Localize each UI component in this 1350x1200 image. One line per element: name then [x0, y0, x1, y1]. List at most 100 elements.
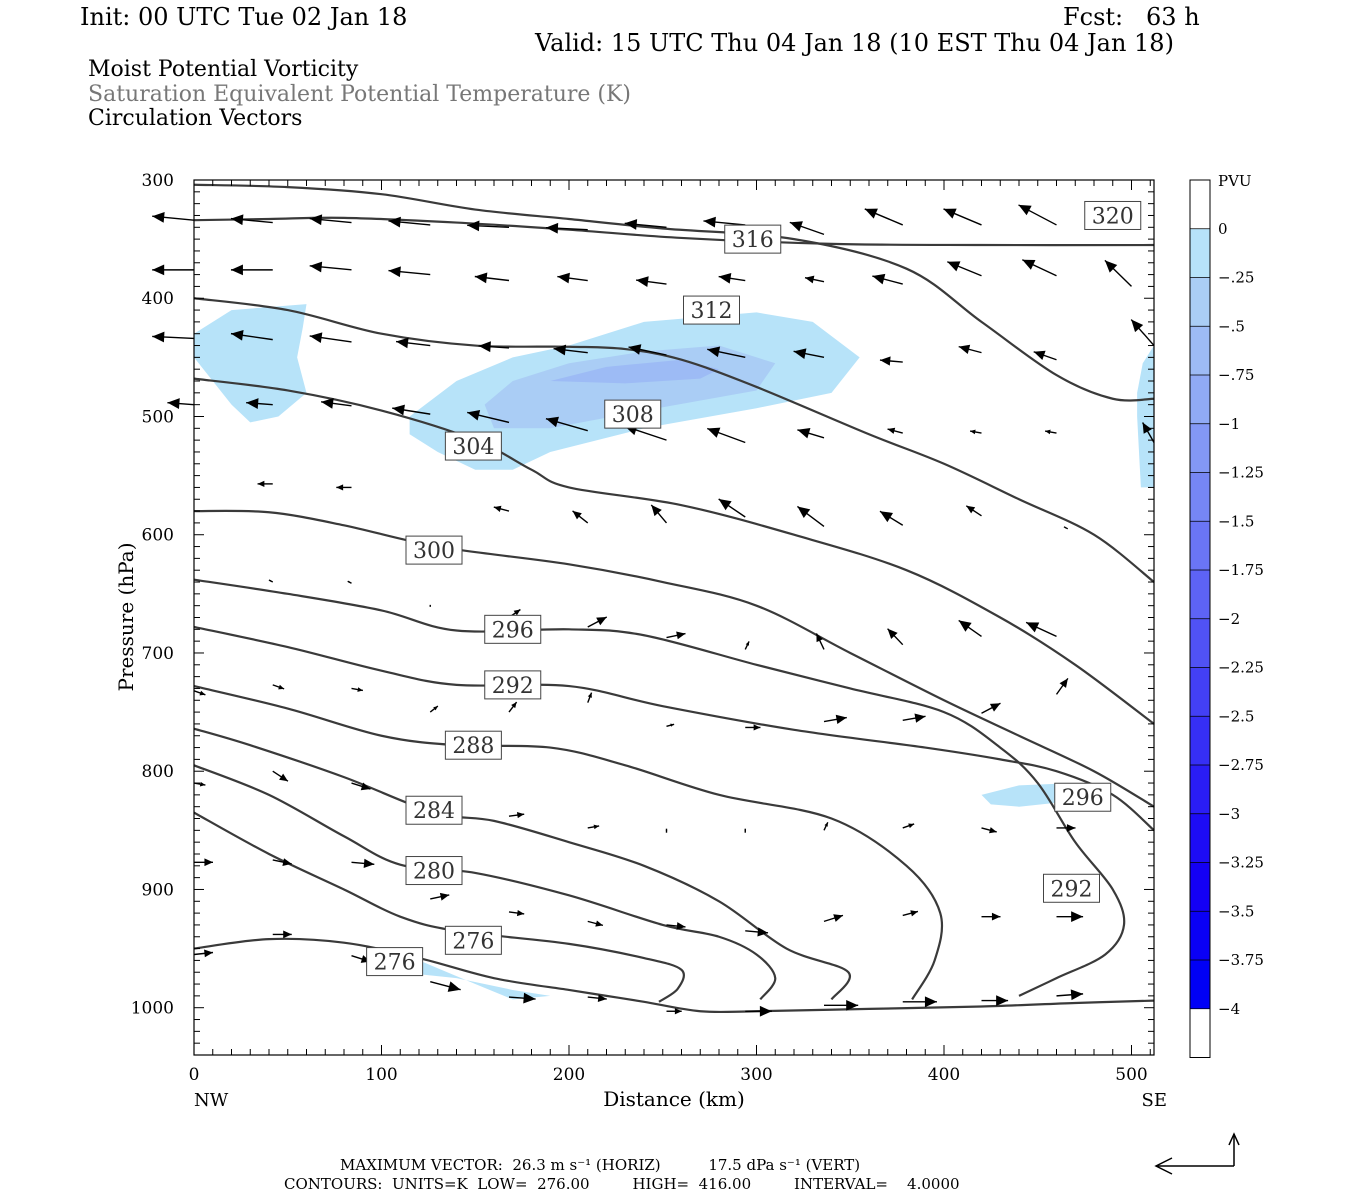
circulation-vector: [879, 356, 903, 366]
y-axis-title: Pressure (hPa): [114, 543, 138, 692]
circulation-vector: [194, 858, 213, 867]
colorbar-label: −2.25: [1218, 659, 1264, 677]
isentrope-line: [193, 727, 852, 1001]
circulation-vector: [636, 276, 667, 287]
isentrope-line: [193, 764, 777, 1001]
circulation-vector: [665, 828, 668, 833]
svg-text:276: 276: [452, 929, 494, 954]
circulation-vector: [309, 332, 352, 344]
circulation-vector: [745, 927, 769, 937]
circulation-vector: [745, 724, 761, 731]
colorbar-label: −.75: [1218, 366, 1254, 384]
circulation-vector: [392, 404, 431, 416]
circulation-vector: [508, 811, 525, 819]
colorbar-label: −2: [1218, 610, 1240, 628]
pv-shading: [194, 304, 1154, 1000]
circulation-vector: [257, 480, 273, 487]
circulation-vector: [666, 922, 686, 930]
circulation-vector: [545, 222, 588, 234]
circulation-vector: [351, 782, 371, 791]
colorbar-label: 0: [1218, 220, 1228, 238]
isentrope-line: [193, 625, 1155, 832]
contour-label: 312: [683, 295, 740, 325]
colorbar-label: −2.5: [1218, 707, 1254, 725]
colorbar-label: −2.75: [1218, 756, 1264, 774]
circulation-vector: [508, 701, 518, 713]
circulation-vector: [152, 331, 195, 343]
circulation-vector: [467, 409, 510, 424]
contour-label: 304: [444, 431, 502, 461]
circulation-vector: [744, 641, 750, 650]
colorbar-label: −3: [1218, 805, 1240, 823]
svg-text:276: 276: [374, 951, 416, 976]
svg-text:316: 316: [732, 228, 774, 253]
svg-text:292: 292: [1051, 877, 1093, 902]
field-title-theta-es: Saturation Equivalent Potential Temperat…: [88, 82, 631, 107]
pv-region: [550, 359, 719, 384]
circulation-vector: [587, 692, 593, 703]
svg-text:288: 288: [452, 734, 494, 759]
circulation-vector: [981, 827, 997, 834]
y-tick-label: 1000: [131, 999, 174, 1019]
contour-label: 276: [444, 925, 502, 955]
contour-label: 296: [1054, 782, 1112, 812]
circulation-vector: [902, 996, 937, 1008]
circulation-vector: [1025, 621, 1057, 638]
isentrope-line: [193, 377, 1155, 725]
circulation-vector: [864, 208, 904, 226]
x-tick-label: 300: [740, 1065, 772, 1085]
colorbar-swatch: [1190, 375, 1210, 424]
axis-ticks: 0 100 200 300 400 500 300 400 500 600 700 800 900 100…: [131, 171, 1154, 1085]
colorbar-swatch: [1190, 521, 1210, 570]
svg-text:320: 320: [1092, 204, 1134, 229]
circulation-vector: [823, 914, 844, 923]
circulation-vector: [707, 346, 746, 359]
circulation-vector: [351, 687, 364, 692]
circulation-vector: [587, 994, 607, 1003]
isentrope-line: [193, 685, 944, 1000]
colorbar-label: −3.75: [1218, 951, 1264, 969]
circulation-vector: [718, 272, 746, 284]
circulation-vector: [553, 344, 588, 356]
circulation-vector: [572, 510, 589, 524]
circulation-vector: [557, 272, 588, 284]
isentrope-line: [193, 183, 1155, 402]
circulation-vector: [823, 822, 829, 831]
circulation-vector: [981, 995, 1009, 1006]
circulation-vector: [478, 341, 510, 353]
colorbar-label: −1.5: [1218, 512, 1254, 530]
x-tick-label: 100: [365, 1065, 397, 1085]
pv-region: [194, 304, 307, 423]
colorbar-swatch: [1190, 326, 1210, 375]
y-tick-label: 300: [142, 171, 174, 191]
circulation-vector: [1056, 824, 1076, 832]
colorbar-swatch: [1190, 813, 1210, 863]
colorbar-label: −.25: [1218, 269, 1254, 287]
contour-labels: 316 320 312 308 304 300 296 292 288 284 280 276 276 2…: [366, 200, 1142, 977]
colorbar-label: −3.5: [1218, 902, 1254, 920]
circulation-vector: [1044, 429, 1057, 435]
isentrope-line: [193, 937, 1155, 1014]
circulation-vector: [152, 264, 194, 276]
circulation-vector: [351, 858, 375, 868]
circulation-vector: [493, 505, 510, 512]
circulation-vector: [797, 428, 825, 439]
circulation-vector: [718, 498, 746, 518]
circulation-vector: [707, 427, 746, 444]
circulation-vector: [887, 628, 904, 646]
x-end-label-nw: NW: [194, 1090, 229, 1111]
circulation-vector: [796, 505, 825, 528]
colorbar-swatch: [1190, 228, 1210, 278]
circulation-vector: [152, 211, 195, 223]
circulation-vector: [943, 208, 982, 226]
field-title-vectors: Circulation Vectors: [88, 106, 303, 131]
circulation-vector: [395, 337, 431, 349]
valid-time: Valid: 15 UTC Thu 04 Jan 18 (10 EST Thu …: [535, 29, 1174, 57]
x-end-label-se: SE: [1142, 1090, 1167, 1111]
circulation-vector: [872, 273, 903, 285]
svg-text:296: 296: [1062, 786, 1104, 811]
contour-label: 300: [405, 535, 463, 565]
x-tick-label: 200: [553, 1065, 585, 1085]
colorbar-swatch: [1190, 277, 1210, 327]
